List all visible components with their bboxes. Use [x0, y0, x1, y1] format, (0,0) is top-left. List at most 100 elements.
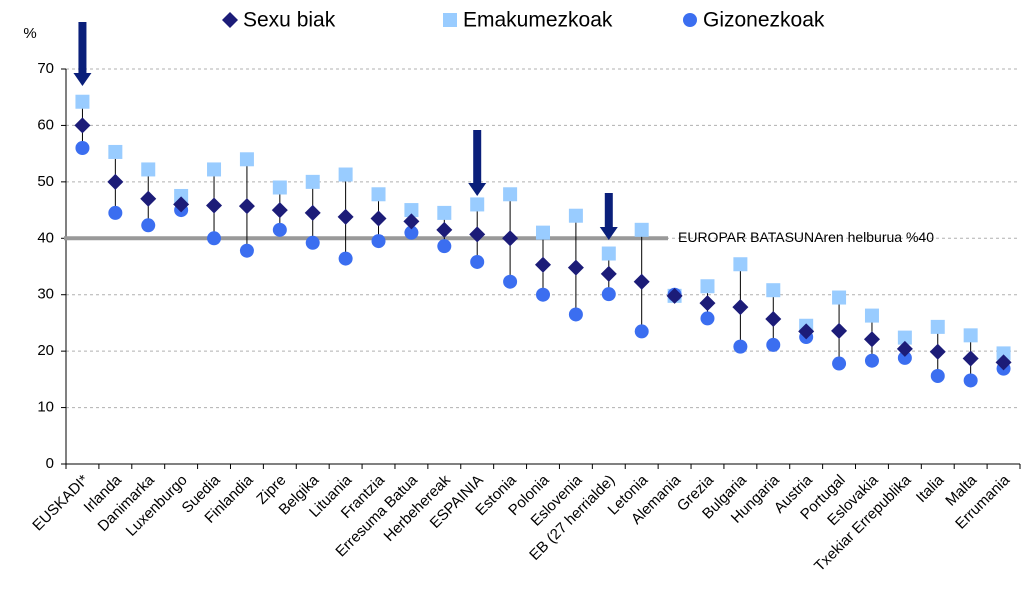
- y-tick-label: 40: [37, 229, 54, 246]
- point: [930, 319, 945, 334]
- point: [567, 259, 584, 276]
- y-tick-label: 20: [37, 342, 54, 359]
- point: [634, 324, 649, 339]
- point: [141, 162, 156, 177]
- point: [404, 225, 419, 240]
- point: [896, 340, 913, 357]
- legend-label: Emakumezkoak: [463, 9, 613, 32]
- point: [470, 254, 485, 269]
- point: [173, 196, 190, 213]
- arrow-shaft: [78, 22, 87, 74]
- point: [75, 141, 90, 155]
- point: [535, 256, 551, 273]
- point: [765, 310, 782, 327]
- point: [437, 205, 452, 220]
- point: [503, 274, 518, 289]
- point: [338, 167, 353, 182]
- point: [568, 208, 583, 223]
- x-tick-label: Italia: [913, 471, 948, 506]
- legend-label: Sexu biak: [243, 9, 336, 32]
- y-tick-label: 10: [37, 399, 54, 416]
- point: [864, 308, 879, 323]
- reference-label: EUROPAR BATASUNAren helburua %40: [678, 229, 934, 245]
- point: [536, 225, 550, 240]
- point: [107, 173, 124, 190]
- point: [141, 218, 156, 233]
- point: [766, 283, 781, 298]
- point: [600, 265, 617, 282]
- point: [897, 350, 912, 365]
- point: [469, 226, 486, 243]
- point: [272, 222, 287, 237]
- point: [699, 295, 716, 312]
- point: [897, 330, 912, 345]
- arrow-head: [599, 227, 618, 240]
- legend-marker: [443, 13, 457, 27]
- point: [207, 162, 222, 177]
- point: [239, 152, 254, 167]
- y-tick-label: 50: [37, 173, 54, 190]
- point: [863, 331, 880, 348]
- point: [963, 328, 978, 343]
- point: [502, 230, 519, 247]
- arrow-shaft: [473, 130, 482, 184]
- point: [304, 204, 321, 221]
- point: [700, 279, 715, 294]
- point: [272, 180, 287, 195]
- point: [305, 174, 320, 189]
- point: [766, 337, 781, 352]
- y-tick-label: 70: [37, 60, 54, 77]
- point: [995, 354, 1012, 371]
- point: [108, 144, 123, 159]
- point: [206, 197, 223, 214]
- point: [536, 287, 550, 302]
- point: [338, 251, 353, 266]
- point: [864, 353, 879, 368]
- legend-marker: [222, 12, 238, 28]
- point: [239, 243, 254, 258]
- point: [371, 234, 386, 249]
- point: [74, 117, 91, 134]
- point: [930, 368, 945, 383]
- point: [140, 190, 157, 207]
- arrow-shaft: [604, 193, 613, 228]
- point: [733, 339, 748, 354]
- point: [75, 94, 90, 109]
- arrow-head: [468, 183, 487, 196]
- point: [666, 287, 683, 304]
- point: [700, 311, 715, 326]
- point: [108, 205, 123, 220]
- point: [832, 290, 847, 305]
- point: [962, 350, 979, 367]
- y-tick-label: 30: [37, 286, 54, 303]
- point: [503, 187, 518, 202]
- point: [798, 323, 815, 340]
- point: [929, 343, 946, 360]
- y-tick-label: 0: [46, 455, 54, 472]
- point: [732, 299, 749, 316]
- point: [305, 235, 320, 250]
- y-tick-label: 60: [37, 116, 54, 133]
- point: [633, 273, 650, 290]
- point: [832, 356, 847, 371]
- point: [831, 322, 848, 339]
- point: [601, 246, 616, 261]
- point: [207, 231, 222, 246]
- point: [733, 257, 748, 272]
- legend-marker: [683, 13, 697, 27]
- point: [337, 208, 354, 225]
- point: [568, 307, 583, 322]
- y-axis-label: %: [23, 25, 36, 42]
- point: [436, 221, 453, 238]
- point: [404, 203, 419, 218]
- arrow-head: [73, 73, 92, 86]
- point: [996, 346, 1011, 361]
- point: [470, 197, 485, 212]
- legend-label: Gizonezkoak: [703, 9, 825, 32]
- point: [437, 239, 452, 254]
- point: [963, 373, 978, 388]
- point: [370, 210, 387, 227]
- point: [238, 198, 255, 215]
- point: [271, 202, 288, 219]
